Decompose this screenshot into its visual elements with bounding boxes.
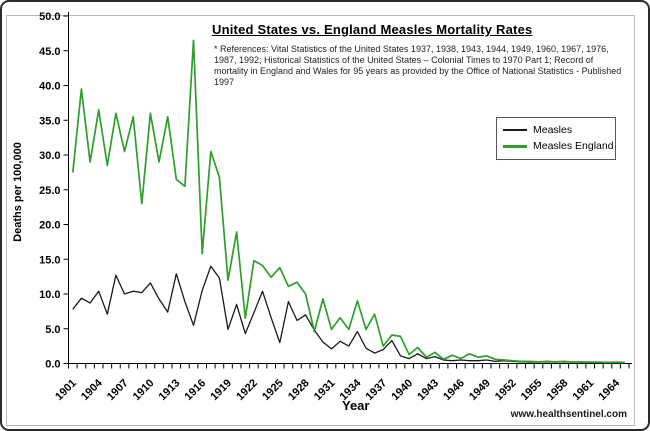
references-note: * References: Vital Statistics of the Un… bbox=[214, 44, 622, 87]
x-tick-label: 1940 bbox=[389, 377, 415, 403]
x-tick-label: 1961 bbox=[571, 377, 597, 403]
x-tick-label: 1913 bbox=[157, 377, 183, 403]
x-tick-label: 1919 bbox=[208, 377, 234, 403]
england-line-swatch bbox=[503, 144, 527, 148]
x-tick-label: 1904 bbox=[79, 377, 105, 403]
watermark-url: www.healthsentinel.com bbox=[510, 409, 627, 420]
y-tick-label: 50.0 bbox=[39, 11, 60, 23]
x-tick-label: 1910 bbox=[131, 377, 157, 403]
legend-entry-measles-us: Measles bbox=[503, 122, 609, 138]
legend-entry-measles-england: Measles England bbox=[503, 138, 614, 154]
x-tick-label: 1928 bbox=[286, 377, 312, 403]
y-tick-label: 5.0 bbox=[45, 324, 60, 336]
us-series-line bbox=[72, 265, 625, 364]
us-line-swatch bbox=[503, 129, 527, 131]
x-tick-label: 1949 bbox=[467, 377, 493, 403]
legend-box: Measles Measles England bbox=[496, 117, 616, 160]
y-tick-label: 10.0 bbox=[39, 289, 60, 301]
x-tick-label: 1964 bbox=[596, 377, 622, 403]
x-axis-title: Year bbox=[342, 398, 370, 413]
chart-title: United States vs. England Measles Mortal… bbox=[212, 22, 533, 37]
x-tick-label: 1943 bbox=[415, 377, 441, 403]
x-tick-label: 1958 bbox=[545, 377, 571, 403]
x-tick-label: 1907 bbox=[105, 377, 131, 403]
x-tick-label: 1901 bbox=[53, 377, 79, 403]
x-tick-label: 1925 bbox=[260, 377, 286, 403]
y-tick-label: 20.0 bbox=[39, 220, 60, 232]
x-tick-label: 1955 bbox=[519, 377, 545, 403]
y-tick-label: 25.0 bbox=[39, 185, 60, 197]
england-series-line bbox=[71, 39, 625, 364]
y-tick-label: 0.0 bbox=[45, 359, 60, 371]
x-tick-label: 1952 bbox=[493, 377, 519, 403]
y-tick-label: 45.0 bbox=[39, 46, 60, 58]
y-tick-label: 40.0 bbox=[39, 81, 60, 93]
legend-label-measles-england: Measles England bbox=[533, 140, 614, 152]
y-tick-label: 15.0 bbox=[39, 254, 60, 266]
x-tick-label: 1916 bbox=[182, 377, 208, 403]
y-axis-title: Deaths per 100,000 bbox=[12, 142, 24, 242]
y-tick-label: 35.0 bbox=[39, 115, 60, 127]
y-tick-label: 30.0 bbox=[39, 150, 60, 162]
legend-label-measles-us: Measles bbox=[533, 124, 573, 136]
x-tick-label: 1922 bbox=[234, 377, 260, 403]
x-tick-label: 1931 bbox=[312, 377, 338, 403]
x-tick-label: 1946 bbox=[441, 377, 467, 403]
